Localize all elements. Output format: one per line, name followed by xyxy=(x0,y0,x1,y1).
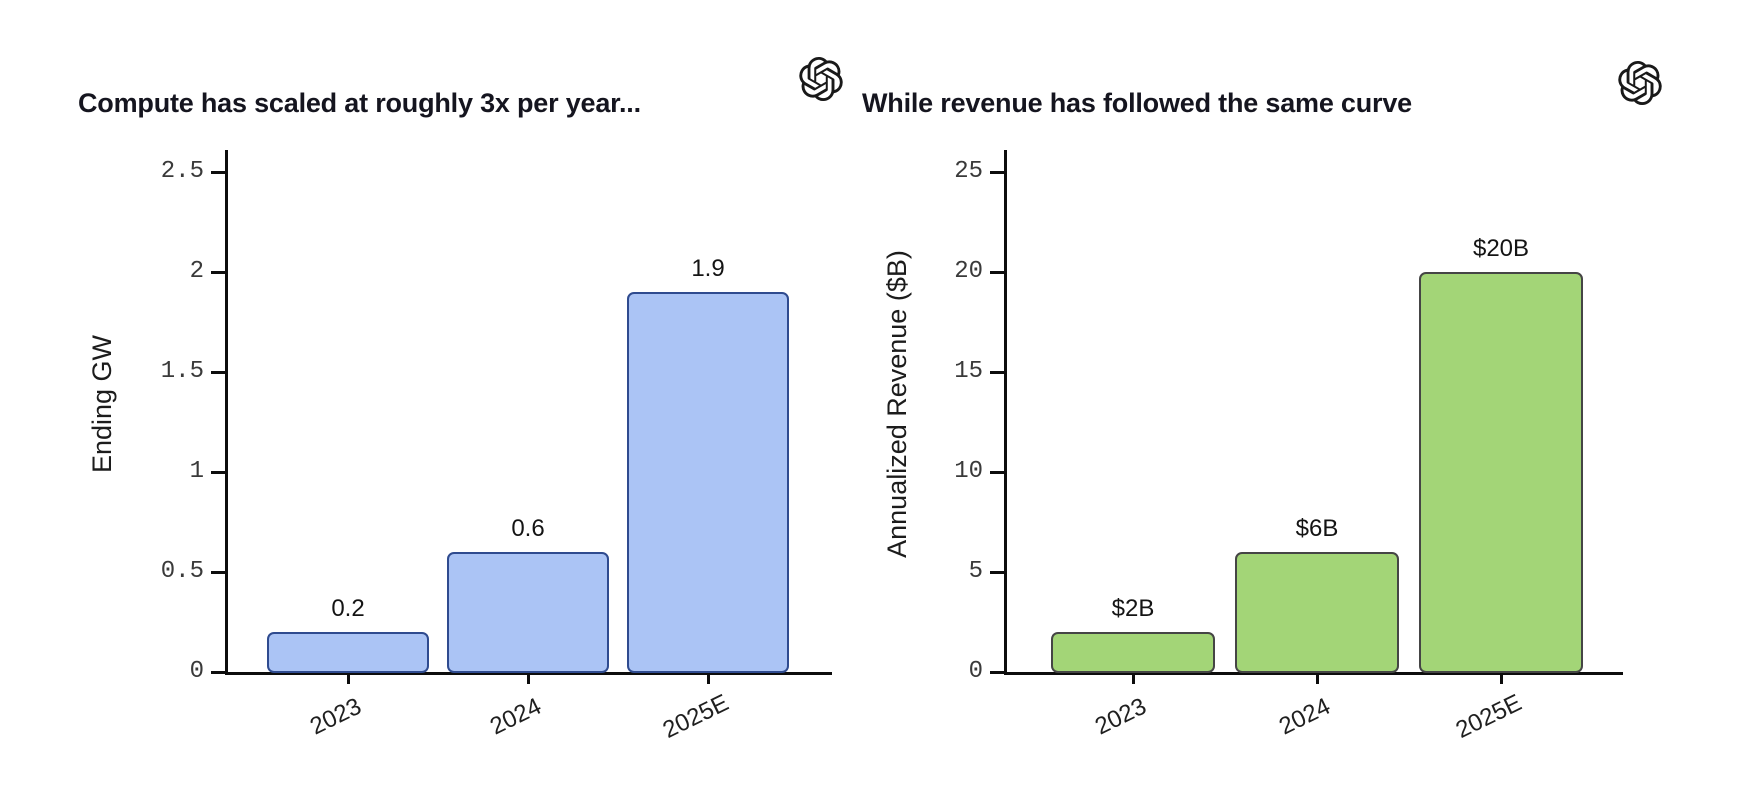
y-axis-line xyxy=(225,150,228,675)
x-tick-mark xyxy=(1499,675,1503,684)
y-tick-mark xyxy=(211,570,225,574)
x-tick-mark xyxy=(1315,675,1319,684)
y-tick-mark xyxy=(211,670,225,674)
revenue-chart-title: While revenue has followed the same curv… xyxy=(862,88,1412,119)
y-tick-mark xyxy=(990,370,1004,374)
y-tick-label: 0 xyxy=(189,658,204,685)
bar-value-label: 0.6 xyxy=(511,515,545,542)
bar-2025E xyxy=(1419,272,1583,673)
compute-chart-title: Compute has scaled at roughly 3x per yea… xyxy=(78,88,641,119)
y-tick-mark xyxy=(211,170,225,174)
bar-2024 xyxy=(447,552,609,673)
bar-value-label: 1.9 xyxy=(691,255,725,282)
y-tick-label: 2.5 xyxy=(160,158,204,185)
x-tick-label: 2025E xyxy=(658,689,733,744)
y-tick-mark xyxy=(211,270,225,274)
x-tick-label: 2023 xyxy=(305,692,366,741)
x-tick-mark xyxy=(1131,675,1135,684)
x-tick-label: 2025E xyxy=(1451,689,1526,744)
compute-chart-panel: Compute has scaled at roughly 3x per yea… xyxy=(78,57,843,744)
y-tick-mark xyxy=(990,470,1004,474)
y-tick-mark xyxy=(211,470,225,474)
openai-logo-icon xyxy=(799,57,843,101)
x-tick-label: 2023 xyxy=(1090,692,1151,741)
y-tick-label: 10 xyxy=(954,458,983,485)
bar-2024 xyxy=(1235,552,1399,673)
revenue-chart-panel: While revenue has followed the same curv… xyxy=(862,0,1752,792)
bar-value-label: $6B xyxy=(1295,515,1339,542)
y-tick-label: 1.5 xyxy=(160,358,204,385)
y-tick-mark xyxy=(990,570,1004,574)
y-axis-line xyxy=(1004,150,1007,675)
y-tick-label: 15 xyxy=(954,358,983,385)
bar-value-label: 0.2 xyxy=(331,595,365,622)
y-tick-label: 0 xyxy=(968,658,983,685)
y-tick-label: 2 xyxy=(189,258,204,285)
bar-2025E xyxy=(627,292,789,673)
x-tick-label: 2024 xyxy=(1274,692,1335,741)
x-tick-label: 2024 xyxy=(485,692,546,741)
y-tick-mark xyxy=(990,170,1004,174)
y-tick-label: 25 xyxy=(954,158,983,185)
bar-value-label: $2B xyxy=(1111,595,1155,622)
y-tick-mark xyxy=(990,670,1004,674)
bar-2023 xyxy=(267,632,429,673)
x-axis-line xyxy=(225,672,832,675)
x-axis-line xyxy=(1004,672,1623,675)
x-tick-mark xyxy=(526,675,530,684)
y-tick-mark xyxy=(211,370,225,374)
y-tick-label: 5 xyxy=(968,558,983,585)
y-tick-label: 0.5 xyxy=(160,558,204,585)
y-tick-label: 20 xyxy=(954,258,983,285)
compute-chart-plot: 0 0.5 1 1.5 2 2.5 0.2 2023 0.6 2024 1.9 2025E xyxy=(160,150,832,744)
bar-value-label: $20B xyxy=(1472,235,1530,262)
y-tick-label: 1 xyxy=(189,458,204,485)
openai-logo-icon xyxy=(1618,61,1662,105)
bar-2023 xyxy=(1051,632,1215,673)
x-tick-mark xyxy=(346,675,350,684)
x-tick-mark xyxy=(706,675,710,684)
y-tick-mark xyxy=(990,270,1004,274)
revenue-chart-plot: 0 5 10 15 20 25 $2B 2023 $6B 2024 $20B 2025E xyxy=(876,0,1752,792)
